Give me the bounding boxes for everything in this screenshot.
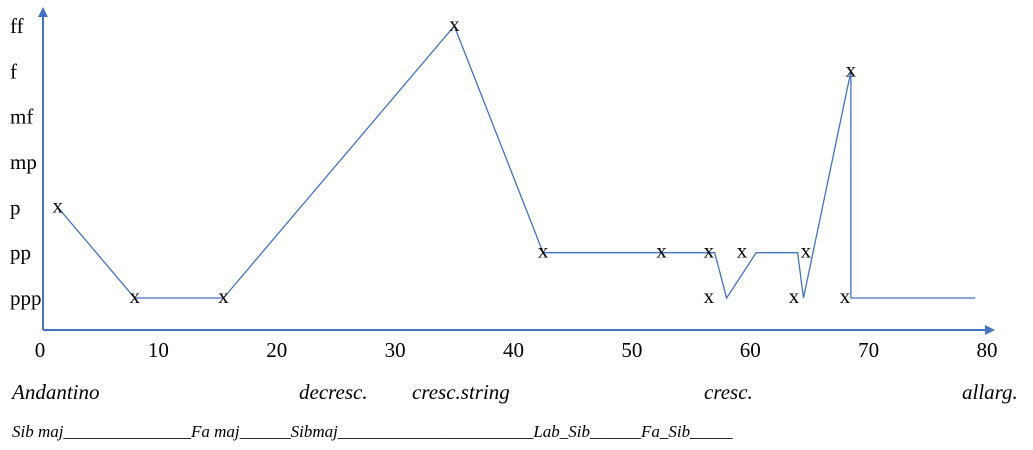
y-label-pp: pp	[10, 241, 31, 265]
data-markers: xx xxx x xxx xx xx	[53, 12, 857, 308]
data-point-marker: x	[846, 57, 857, 81]
data-point-marker: x	[704, 284, 715, 308]
y-label-f: f	[10, 59, 17, 83]
x-tick-70: 70	[858, 338, 879, 362]
y-label-mp: mp	[10, 150, 37, 174]
x-tick-30: 30	[385, 338, 406, 362]
data-point-marker: x	[789, 284, 800, 308]
x-tick-60: 60	[740, 338, 761, 362]
y-label-p: p	[10, 195, 21, 219]
x-axis-tick-labels: 0 10 20 30 40 50 60 70 80	[35, 338, 998, 362]
data-point-marker: x	[53, 193, 64, 217]
data-point-marker: x	[218, 284, 229, 308]
data-point-marker: x	[656, 239, 667, 263]
x-tick-20: 20	[266, 338, 287, 362]
data-point-marker: x	[737, 239, 748, 263]
data-point-marker: x	[538, 239, 549, 263]
tempo-cresc-string: cresc.string	[412, 380, 510, 404]
tempo-decresc: decresc.	[299, 380, 368, 404]
x-tick-10: 10	[148, 338, 169, 362]
x-tick-80: 80	[977, 338, 998, 362]
data-point-marker: x	[129, 284, 140, 308]
tempo-andantino: Andantino	[12, 380, 100, 404]
x-tick-50: 50	[621, 338, 642, 362]
tempo-markings: Andantino decresc. cresc.string cresc. a…	[12, 380, 1030, 410]
tempo-allarg: allarg.	[962, 380, 1018, 404]
data-point-marker: x	[840, 284, 851, 308]
y-label-ff: ff	[10, 14, 24, 38]
x-tick-0: 0	[35, 338, 46, 362]
x-tick-40: 40	[503, 338, 524, 362]
y-label-mf: mf	[10, 105, 33, 129]
y-label-ppp: ppp	[10, 286, 42, 310]
data-point-marker: x	[704, 239, 715, 263]
data-point-marker: x	[449, 12, 460, 36]
data-point-marker: x	[801, 239, 812, 263]
tempo-cresc: cresc.	[704, 380, 753, 404]
key-sequence: Sib maj_______________Fa maj______Sibmaj…	[12, 422, 733, 441]
dynamics-line	[57, 24, 976, 300]
